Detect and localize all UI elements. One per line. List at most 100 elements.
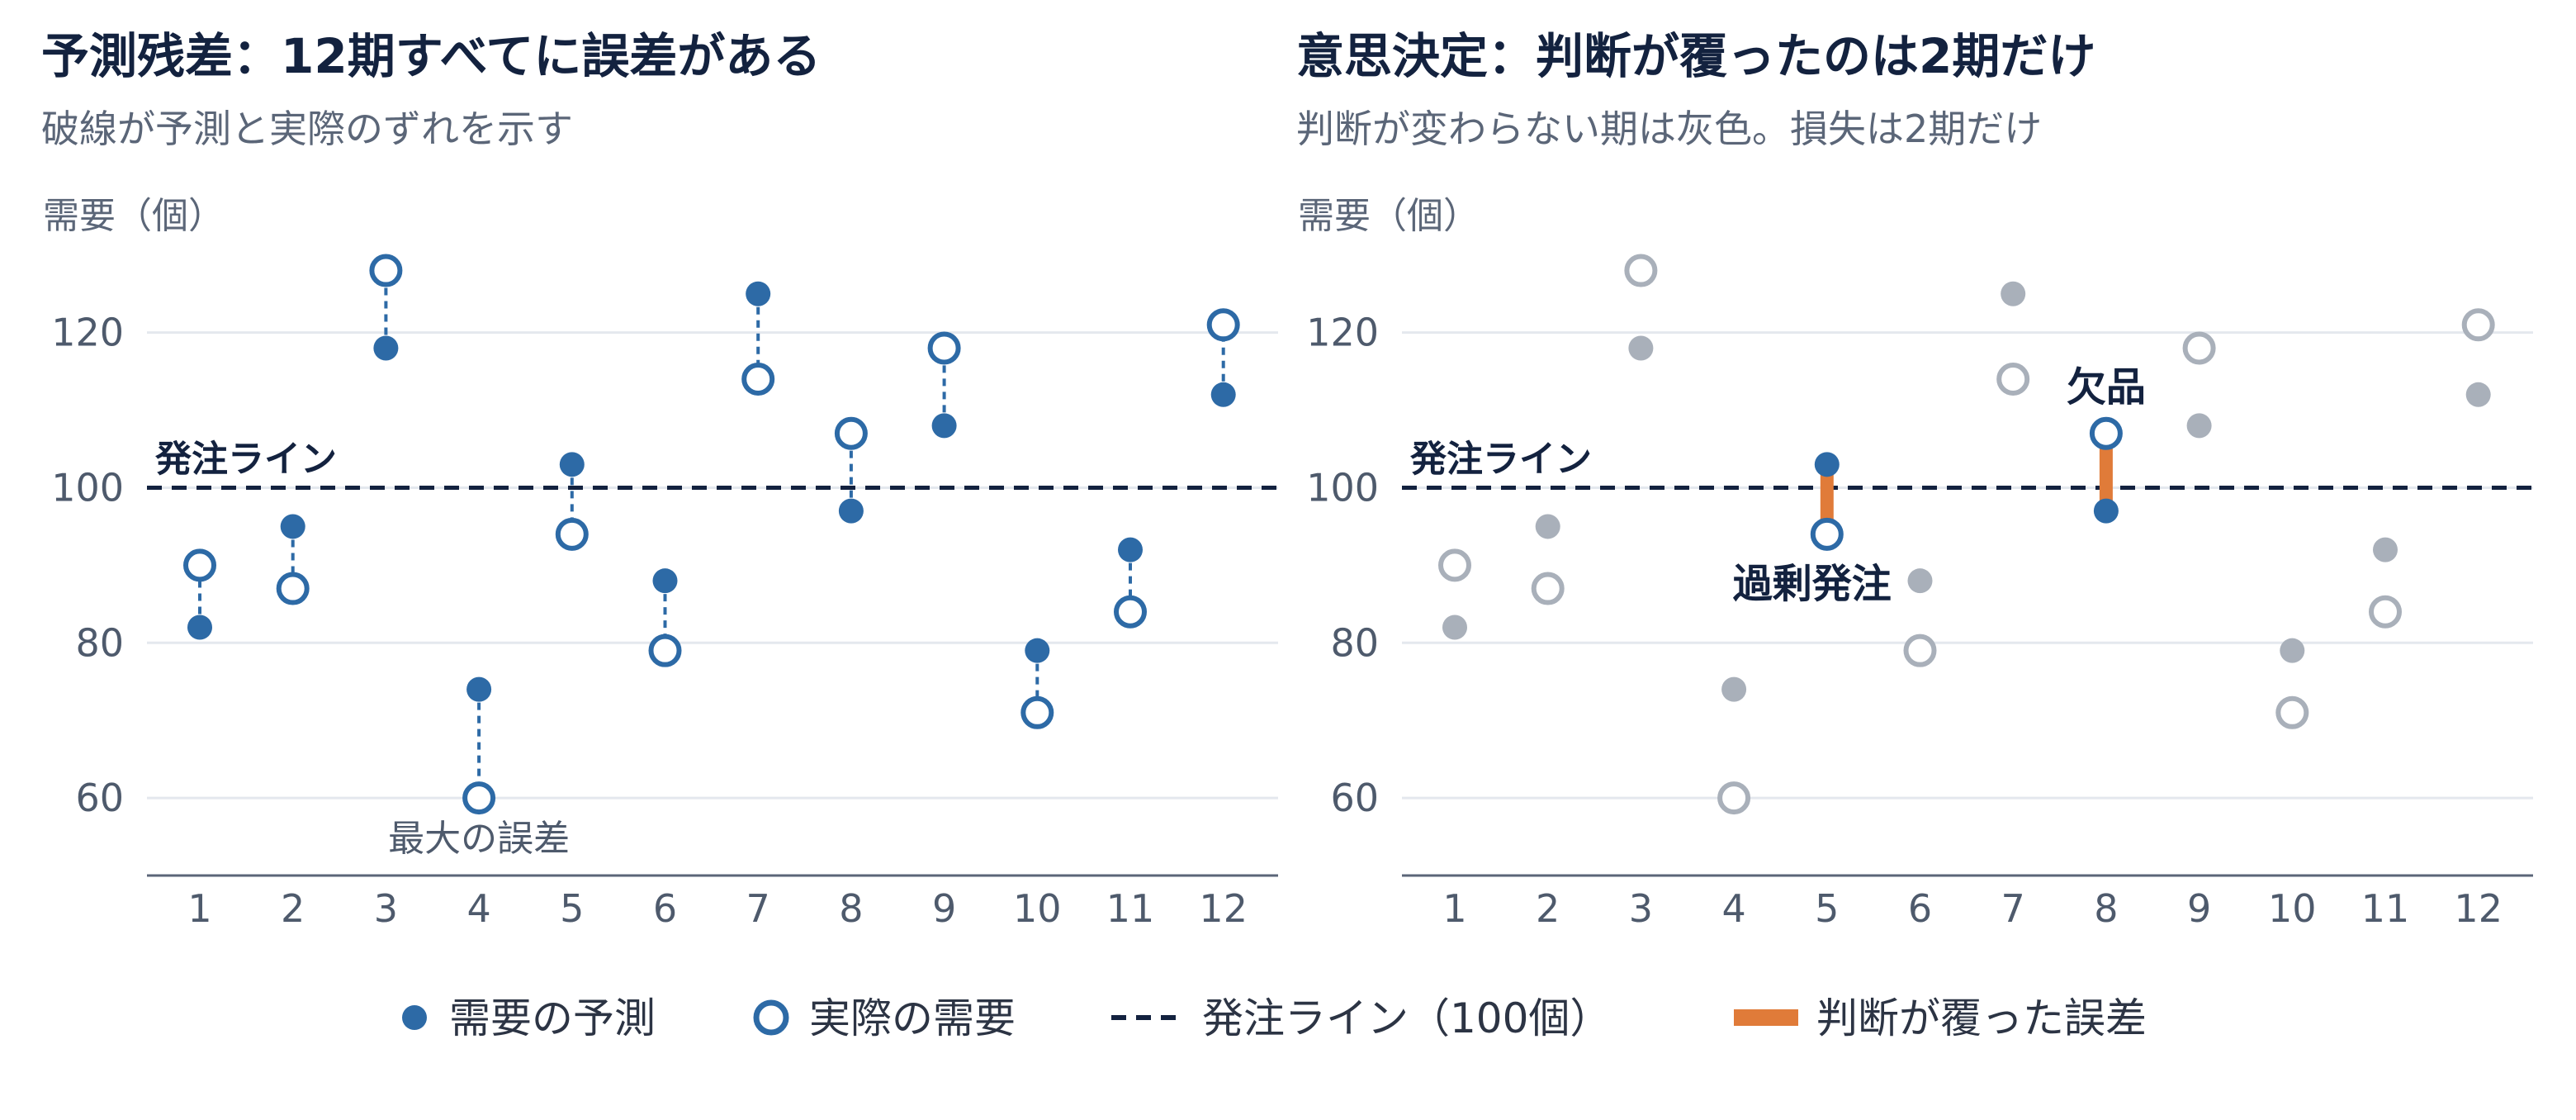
forecast-point bbox=[2280, 638, 2305, 663]
x-tick-label: 4 bbox=[1721, 886, 1745, 931]
legend-label-flipped-error: 判断が覆った誤差 bbox=[1816, 994, 2147, 1042]
actual-point bbox=[1717, 781, 1751, 815]
legend-label-order-line: 発注ライン（100個） bbox=[1202, 994, 1611, 1042]
x-tick-label: 12 bbox=[1199, 886, 1248, 931]
x-tick-label: 4 bbox=[466, 886, 490, 931]
y-tick-label: 120 bbox=[51, 311, 124, 355]
x-tick-label: 5 bbox=[560, 886, 584, 931]
forecast-point bbox=[2373, 537, 2398, 562]
forecast-point bbox=[746, 281, 771, 306]
forecast-point bbox=[1210, 382, 1236, 407]
x-tick-label: 6 bbox=[653, 886, 677, 931]
y-tick-label: 100 bbox=[51, 465, 124, 510]
actual-point bbox=[927, 331, 961, 365]
y-tick-label: 100 bbox=[1306, 465, 1379, 510]
legend-filled-dot-icon bbox=[402, 1005, 427, 1030]
actual-point bbox=[276, 572, 310, 605]
forecast-point bbox=[1535, 514, 1560, 539]
actual-point bbox=[2369, 595, 2402, 629]
actual-point bbox=[2182, 331, 2216, 365]
actual-point bbox=[2089, 416, 2123, 450]
order-line-label: 発注ライン bbox=[154, 438, 337, 480]
x-tick-label: 7 bbox=[746, 886, 770, 931]
actual-point bbox=[1438, 548, 1471, 582]
x-tick-label: 11 bbox=[1106, 886, 1155, 931]
y-tick-label: 60 bbox=[1330, 776, 1379, 820]
actual-point bbox=[741, 363, 775, 396]
x-tick-label: 2 bbox=[281, 886, 305, 931]
x-tick-label: 3 bbox=[1629, 886, 1653, 931]
forecast-point bbox=[466, 676, 492, 702]
forecast-point bbox=[280, 514, 305, 539]
forecast-point bbox=[187, 615, 212, 640]
x-tick-label: 7 bbox=[2001, 886, 2025, 931]
annotation-stockout: 欠品 bbox=[2067, 364, 2146, 411]
x-tick-label: 2 bbox=[1536, 886, 1560, 931]
left-chart-subtitle: 破線が予測と実際のずれを示す bbox=[41, 107, 573, 151]
x-tick-label: 3 bbox=[374, 886, 398, 931]
right-panel: 意思決定：判断が覆ったのは2期だけ 判断が変わらない期は灰色。損失は2期だけ 需… bbox=[1296, 28, 2533, 931]
x-tick-label: 8 bbox=[2094, 886, 2118, 931]
actual-point bbox=[462, 781, 496, 815]
actual-point bbox=[1114, 595, 1147, 629]
actual-point bbox=[2275, 695, 2309, 729]
legend-hollow-dot-icon bbox=[753, 999, 789, 1036]
x-tick-label: 12 bbox=[2454, 886, 2503, 931]
x-tick-label: 8 bbox=[839, 886, 863, 931]
actual-point bbox=[834, 416, 868, 450]
right-y-axis-label: 需要（個） bbox=[1298, 195, 1480, 237]
actual-point bbox=[648, 634, 682, 667]
actual-point bbox=[1996, 363, 2030, 396]
actual-point bbox=[2461, 308, 2495, 342]
annotation-over-order: 過剰発注 bbox=[1733, 561, 1892, 607]
x-tick-label: 6 bbox=[1908, 886, 1932, 931]
forecast-point bbox=[1628, 335, 1654, 361]
forecast-point bbox=[1814, 452, 1840, 477]
x-tick-label: 10 bbox=[2268, 886, 2317, 931]
actual-point bbox=[183, 548, 216, 582]
x-tick-label: 1 bbox=[187, 886, 211, 931]
forecast-point bbox=[1721, 676, 1747, 702]
order-line-label: 発注ライン bbox=[1409, 438, 1592, 480]
actual-point bbox=[1624, 254, 1658, 287]
forecast-point bbox=[2186, 413, 2212, 439]
actual-point bbox=[1903, 634, 1937, 667]
forecast-point bbox=[1442, 615, 1467, 640]
right-chart-subtitle: 判断が変わらない期は灰色。損失は2期だけ bbox=[1296, 107, 2042, 151]
actual-point bbox=[369, 254, 403, 287]
forecast-point bbox=[2093, 498, 2119, 524]
forecast-point bbox=[838, 498, 864, 524]
forecast-point bbox=[1025, 638, 1050, 663]
forecast-point bbox=[1907, 568, 1933, 594]
forecast-point bbox=[559, 452, 585, 477]
y-tick-label: 120 bbox=[1306, 311, 1379, 355]
legend-label-forecast: 需要の予測 bbox=[449, 994, 656, 1042]
left-y-axis-label: 需要（個） bbox=[43, 195, 225, 237]
x-tick-label: 10 bbox=[1013, 886, 1062, 931]
y-tick-label: 80 bbox=[75, 620, 124, 665]
x-tick-label: 9 bbox=[2187, 886, 2211, 931]
actual-point bbox=[1810, 517, 1844, 551]
right-chart-title: 意思決定：判断が覆ったのは2期だけ bbox=[1296, 28, 2095, 84]
annotation-largest-error: 最大の誤差 bbox=[388, 818, 570, 860]
x-tick-label: 5 bbox=[1815, 886, 1839, 931]
forecast-point bbox=[1118, 537, 1143, 562]
forecast-point bbox=[931, 413, 957, 439]
forecast-point bbox=[373, 335, 399, 361]
actual-point bbox=[1020, 695, 1054, 729]
legend-orange-bar-icon bbox=[1734, 1009, 1798, 1026]
actual-point bbox=[1531, 572, 1565, 605]
x-tick-label: 11 bbox=[2361, 886, 2410, 931]
left-chart-title: 予測残差：12期すべてに誤差がある bbox=[41, 28, 821, 84]
left-panel: 予測残差：12期すべてに誤差がある 破線が予測と実際のずれを示す 需要（個） 6… bbox=[41, 28, 1278, 931]
y-tick-label: 80 bbox=[1330, 620, 1379, 665]
actual-point bbox=[1206, 308, 1240, 342]
forecast-point bbox=[2001, 281, 2026, 306]
x-tick-label: 1 bbox=[1442, 886, 1466, 931]
actual-point bbox=[555, 517, 589, 551]
forecast-point bbox=[652, 568, 678, 594]
legend: 需要の予測 実際の需要 発注ライン（100個） 判断が覆った誤差 bbox=[402, 994, 2147, 1042]
